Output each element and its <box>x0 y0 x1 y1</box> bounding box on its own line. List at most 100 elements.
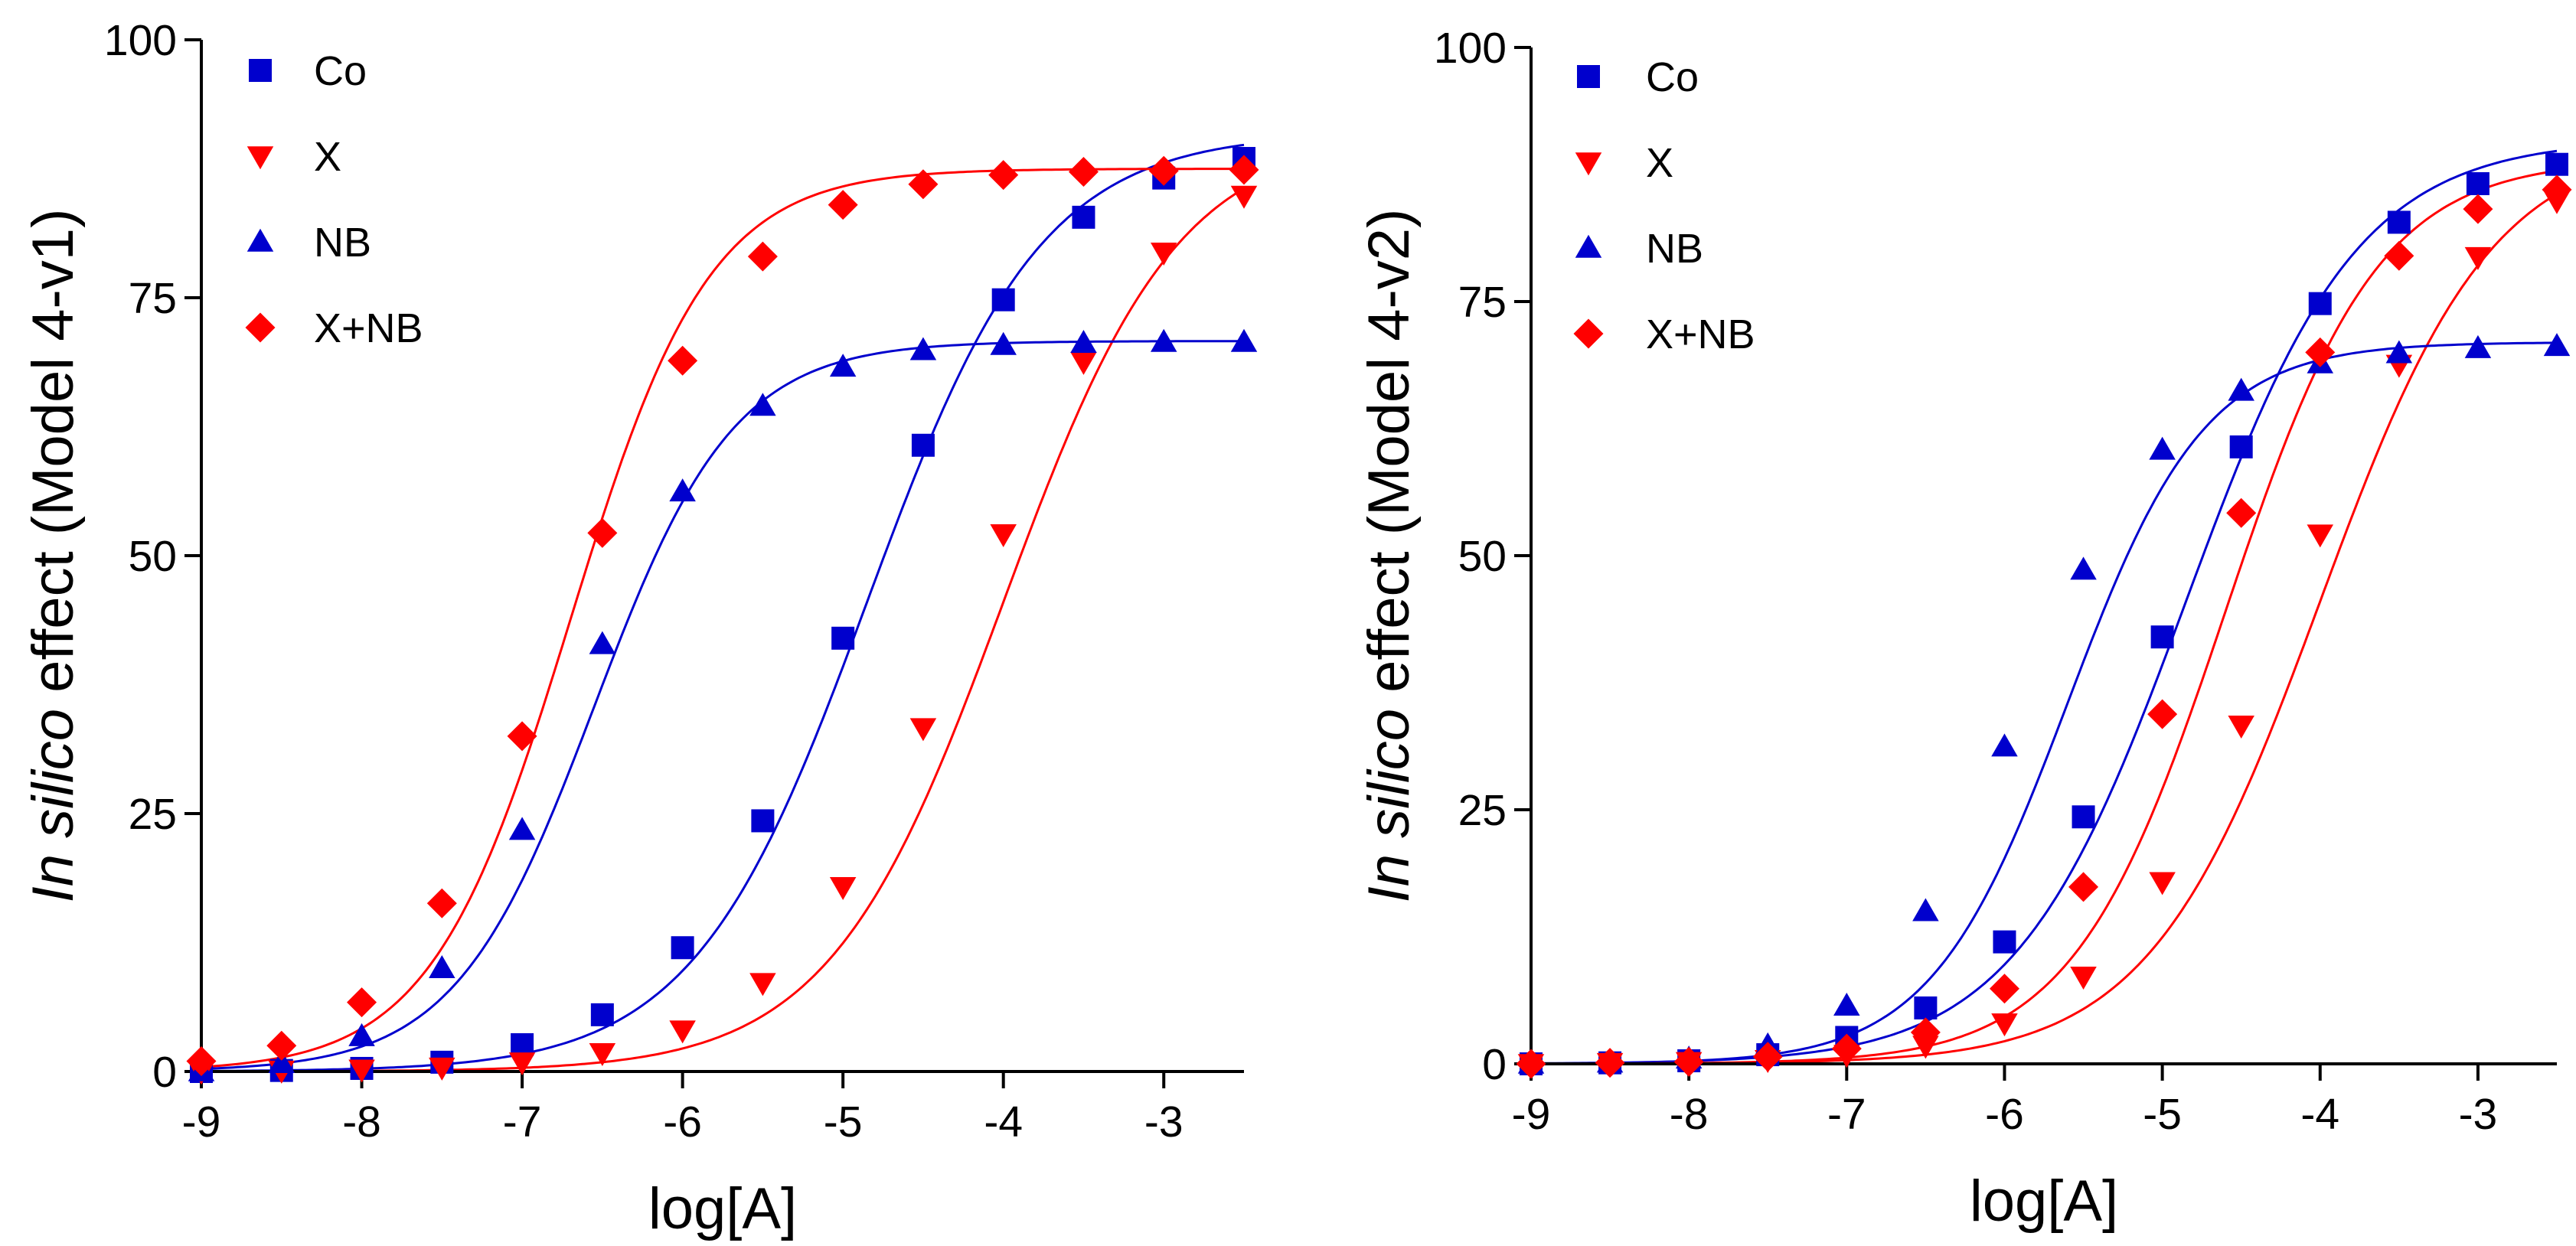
y-tick-labels: 0 25 50 75 100 <box>1434 24 1507 1089</box>
data-point-x <box>1230 185 1258 209</box>
y-tick-label: 100 <box>104 16 177 65</box>
data-point-nb <box>669 478 696 502</box>
data-point-x <box>429 1057 455 1081</box>
legend-label-x: X <box>1646 140 1673 186</box>
y-tick-label: 75 <box>1458 278 1507 327</box>
data-point-nb <box>2149 436 2176 460</box>
data-point-co <box>1914 996 1938 1019</box>
x-tick-label: -9 <box>1512 1090 1551 1139</box>
data-point-x-nb <box>186 1046 217 1077</box>
legend-label-co: Co <box>314 48 367 94</box>
fit-curve-co <box>201 143 1245 1072</box>
y-axis-title-rest: effect (Model 4-v2) <box>1357 209 1422 709</box>
data-point-co <box>2308 292 2332 315</box>
data-point-x <box>749 973 776 996</box>
data-point-nb <box>749 393 776 416</box>
chart-panel-model-4-v1: -9 -8 -7 -6 -5 -4 -3 0 25 50 75 100 log[… <box>21 16 1259 1241</box>
legend: Co X NB X+NB <box>1573 54 1755 357</box>
data-point-x <box>1070 351 1097 375</box>
legend-label-nb: NB <box>1646 226 1703 272</box>
data-point-nb <box>348 1023 375 1046</box>
data-point-x-nb <box>426 888 457 918</box>
data-point-nb <box>1230 328 1258 352</box>
data-point-x-nb <box>828 190 858 220</box>
x-tick-label: -6 <box>1985 1090 2024 1139</box>
data-point-x-nb <box>1989 974 2019 1004</box>
legend-label-nb: NB <box>314 220 371 266</box>
data-point-x-nb <box>507 721 537 752</box>
data-point-x-nb <box>1068 157 1099 188</box>
y-axis-title-italic: In silico <box>21 709 86 902</box>
x-tick-label: -8 <box>1670 1090 1709 1139</box>
data-point-x <box>669 1020 696 1044</box>
x-tick-label: -3 <box>2459 1090 2498 1139</box>
legend-marker-x <box>1575 152 1602 176</box>
data-point-nb <box>909 337 937 360</box>
data-point-x-nb <box>1595 1048 1625 1078</box>
data-point-x-nb <box>2305 337 2336 367</box>
data-point-x-nb <box>1673 1046 1704 1077</box>
fit-curve-nb <box>201 340 1244 1071</box>
data-point-x-nb <box>2147 699 2178 729</box>
data-point-nb <box>2543 333 2571 357</box>
data-point-x <box>508 1052 536 1076</box>
legend-marker-x-nb <box>245 312 276 343</box>
legend-label-x-nb: X+NB <box>1646 312 1755 357</box>
data-point-co <box>590 1003 614 1026</box>
data-point-x-nb <box>266 1030 297 1061</box>
data-point-x <box>348 1059 375 1083</box>
fit-curve-x-nb <box>1531 169 2558 1065</box>
x-tick-labels: -9 -8 -7 -6 -5 -4 -3 <box>182 1098 1184 1147</box>
y-tick-label: 100 <box>1434 24 1507 73</box>
data-point-x-nb <box>747 241 778 272</box>
data-point-x <box>1150 242 1177 266</box>
fit-curve-nb <box>1531 341 2557 1065</box>
data-point-x-nb <box>2068 872 2099 902</box>
x-tick-label: -3 <box>1144 1098 1184 1147</box>
chart-panel-model-4-v2: -9 -8 -7 -6 -5 -4 -3 0 25 50 75 100 log[… <box>1357 24 2572 1234</box>
legend-marker-x-nb <box>1573 318 1604 349</box>
y-tick-label: 75 <box>129 274 177 323</box>
y-tick-label: 25 <box>1458 786 1507 835</box>
data-point-x-nb <box>1910 1017 1941 1048</box>
data-point-nb <box>2228 377 2254 401</box>
data-point-x-nb <box>1752 1042 1783 1072</box>
data-markers <box>186 147 1259 1085</box>
y-tick-label: 50 <box>129 532 177 581</box>
data-point-co <box>2072 805 2095 829</box>
x-tick-label: -6 <box>663 1098 702 1147</box>
y-tick-labels: 0 25 50 75 100 <box>104 16 177 1097</box>
data-point-x-nb <box>988 160 1019 191</box>
legend-marker-x <box>246 146 274 170</box>
data-point-x <box>2149 872 2176 895</box>
y-tick-label: 0 <box>1482 1040 1507 1089</box>
data-point-nb <box>268 1049 295 1073</box>
legend-marker-co <box>249 59 272 82</box>
data-point-x-nb <box>587 517 618 548</box>
y-tick-label: 50 <box>1458 532 1507 581</box>
y-axis-title: In silico effect (Model 4-v2) <box>1357 209 1422 903</box>
fit-curves <box>201 143 1245 1073</box>
x-tick-label: -8 <box>342 1098 381 1147</box>
data-point-x-nb <box>347 987 377 1018</box>
data-point-co <box>991 288 1015 312</box>
data-point-x-nb <box>2226 497 2257 528</box>
data-point-nb <box>1070 330 1097 354</box>
data-point-nb <box>1833 993 1860 1016</box>
legend-marker-co <box>1577 65 1600 88</box>
fit-curves <box>1531 149 2558 1065</box>
data-point-x <box>1912 1036 1939 1059</box>
x-axis-title: log[A] <box>648 1176 797 1241</box>
fit-curve-x-nb <box>201 168 1244 1068</box>
data-point-nb <box>429 954 455 978</box>
legend-marker-nb <box>246 228 274 252</box>
data-point-nb <box>589 631 616 654</box>
data-point-x <box>2228 716 2254 739</box>
data-point-x-nb <box>2463 194 2493 224</box>
data-markers <box>1516 152 2572 1079</box>
data-point-nb <box>2385 340 2413 364</box>
x-tick-label: -5 <box>824 1098 863 1147</box>
data-point-co <box>671 936 694 960</box>
y-axis-title-rest: effect (Model 4-v1) <box>21 209 86 709</box>
data-point-co <box>2229 435 2253 458</box>
